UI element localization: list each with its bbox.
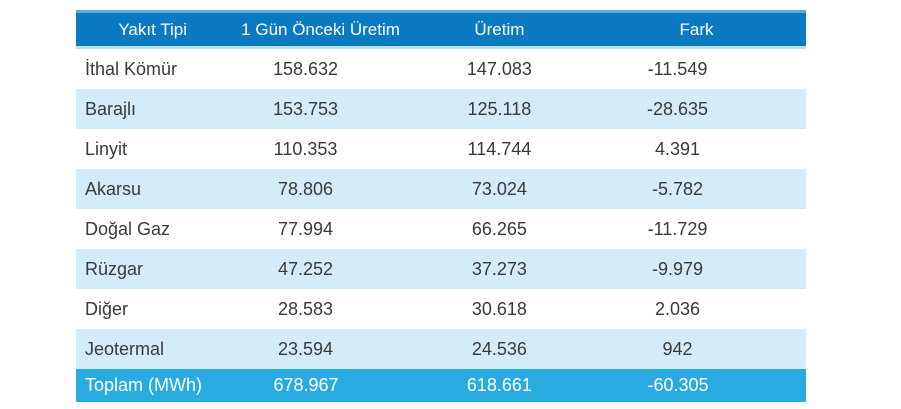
production-cell: 73.024: [411, 169, 587, 209]
diff-cell: -11.549: [647, 58, 708, 79]
diff-cell: -11.729: [647, 218, 708, 239]
table-row: Jeotermal 23.594 24.536 942: [76, 329, 806, 369]
prev-production-cell: 158.632: [273, 58, 339, 79]
diff-cell: -9.979: [586, 249, 806, 289]
column-header-difference: Fark: [586, 10, 806, 49]
column-header-previous-day-production: 1 Gün Önceki Üretim: [229, 10, 412, 49]
table-row: Barajlı 153.753 125.118 -28.635: [76, 89, 806, 129]
production-cell: 114.744: [467, 138, 532, 159]
table-row: Linyit 110.353 114.744 4.391: [76, 129, 806, 169]
production-cell: 66.265: [471, 218, 527, 239]
table-row: Diğer 28.583 30.618 2.036: [76, 289, 806, 329]
fuel-type-cell: Rüzgar: [76, 249, 230, 289]
diff-cell: -28.635: [586, 89, 806, 129]
fuel-type-cell: Barajlı: [76, 89, 230, 129]
prev-production-cell: 47.252: [229, 249, 412, 289]
diff-cell: 2.036: [654, 298, 701, 319]
table-row: İthal Kömür 158.632 147.083 -11.549: [76, 48, 806, 90]
production-cell: 147.083: [466, 58, 532, 79]
prev-production-cell: 77.994: [278, 218, 334, 239]
production-cell: 30.618: [471, 298, 527, 319]
total-row: Toplam (MWh) 678.967 618.661 -60.305: [76, 369, 806, 402]
prev-production-cell: 110.353: [273, 138, 338, 159]
production-cell: 24.536: [411, 329, 587, 369]
diff-cell: 942: [586, 329, 806, 369]
fuel-production-table: Yakıt Tipi 1 Gün Önceki Üretim Üretim Fa…: [76, 10, 806, 402]
prev-production-cell: 78.806: [229, 169, 412, 209]
column-header-fuel-type: Yakıt Tipi: [76, 10, 230, 49]
total-prev-production-cell: 678.967: [229, 369, 412, 402]
fuel-type-cell: İthal Kömür: [85, 58, 178, 79]
table-row: Rüzgar 47.252 37.273 -9.979: [76, 249, 806, 289]
diff-cell: -5.782: [586, 169, 806, 209]
total-production-cell: 618.661: [411, 369, 587, 402]
table-header-row: Yakıt Tipi 1 Gün Önceki Üretim Üretim Fa…: [76, 10, 806, 49]
column-header-production: Üretim: [411, 10, 587, 49]
total-label-cell: Toplam (MWh): [76, 369, 230, 402]
diff-cell: 4.391: [654, 138, 701, 159]
production-cell: 37.273: [411, 249, 587, 289]
prev-production-cell: 153.753: [229, 89, 412, 129]
table-row: Akarsu 78.806 73.024 -5.782: [76, 169, 806, 209]
fuel-type-cell: Doğal Gaz: [85, 218, 171, 239]
fuel-type-cell: Linyit: [85, 138, 128, 159]
production-cell: 125.118: [411, 89, 587, 129]
fuel-type-cell: Jeotermal: [76, 329, 230, 369]
prev-production-cell: 28.583: [278, 298, 334, 319]
fuel-type-cell: Diğer: [85, 298, 129, 319]
prev-production-cell: 23.594: [229, 329, 412, 369]
total-diff-cell: -60.305: [586, 369, 806, 402]
table-row: Doğal Gaz 77.994 66.265 -11.729: [76, 209, 806, 249]
fuel-type-cell: Akarsu: [76, 169, 230, 209]
